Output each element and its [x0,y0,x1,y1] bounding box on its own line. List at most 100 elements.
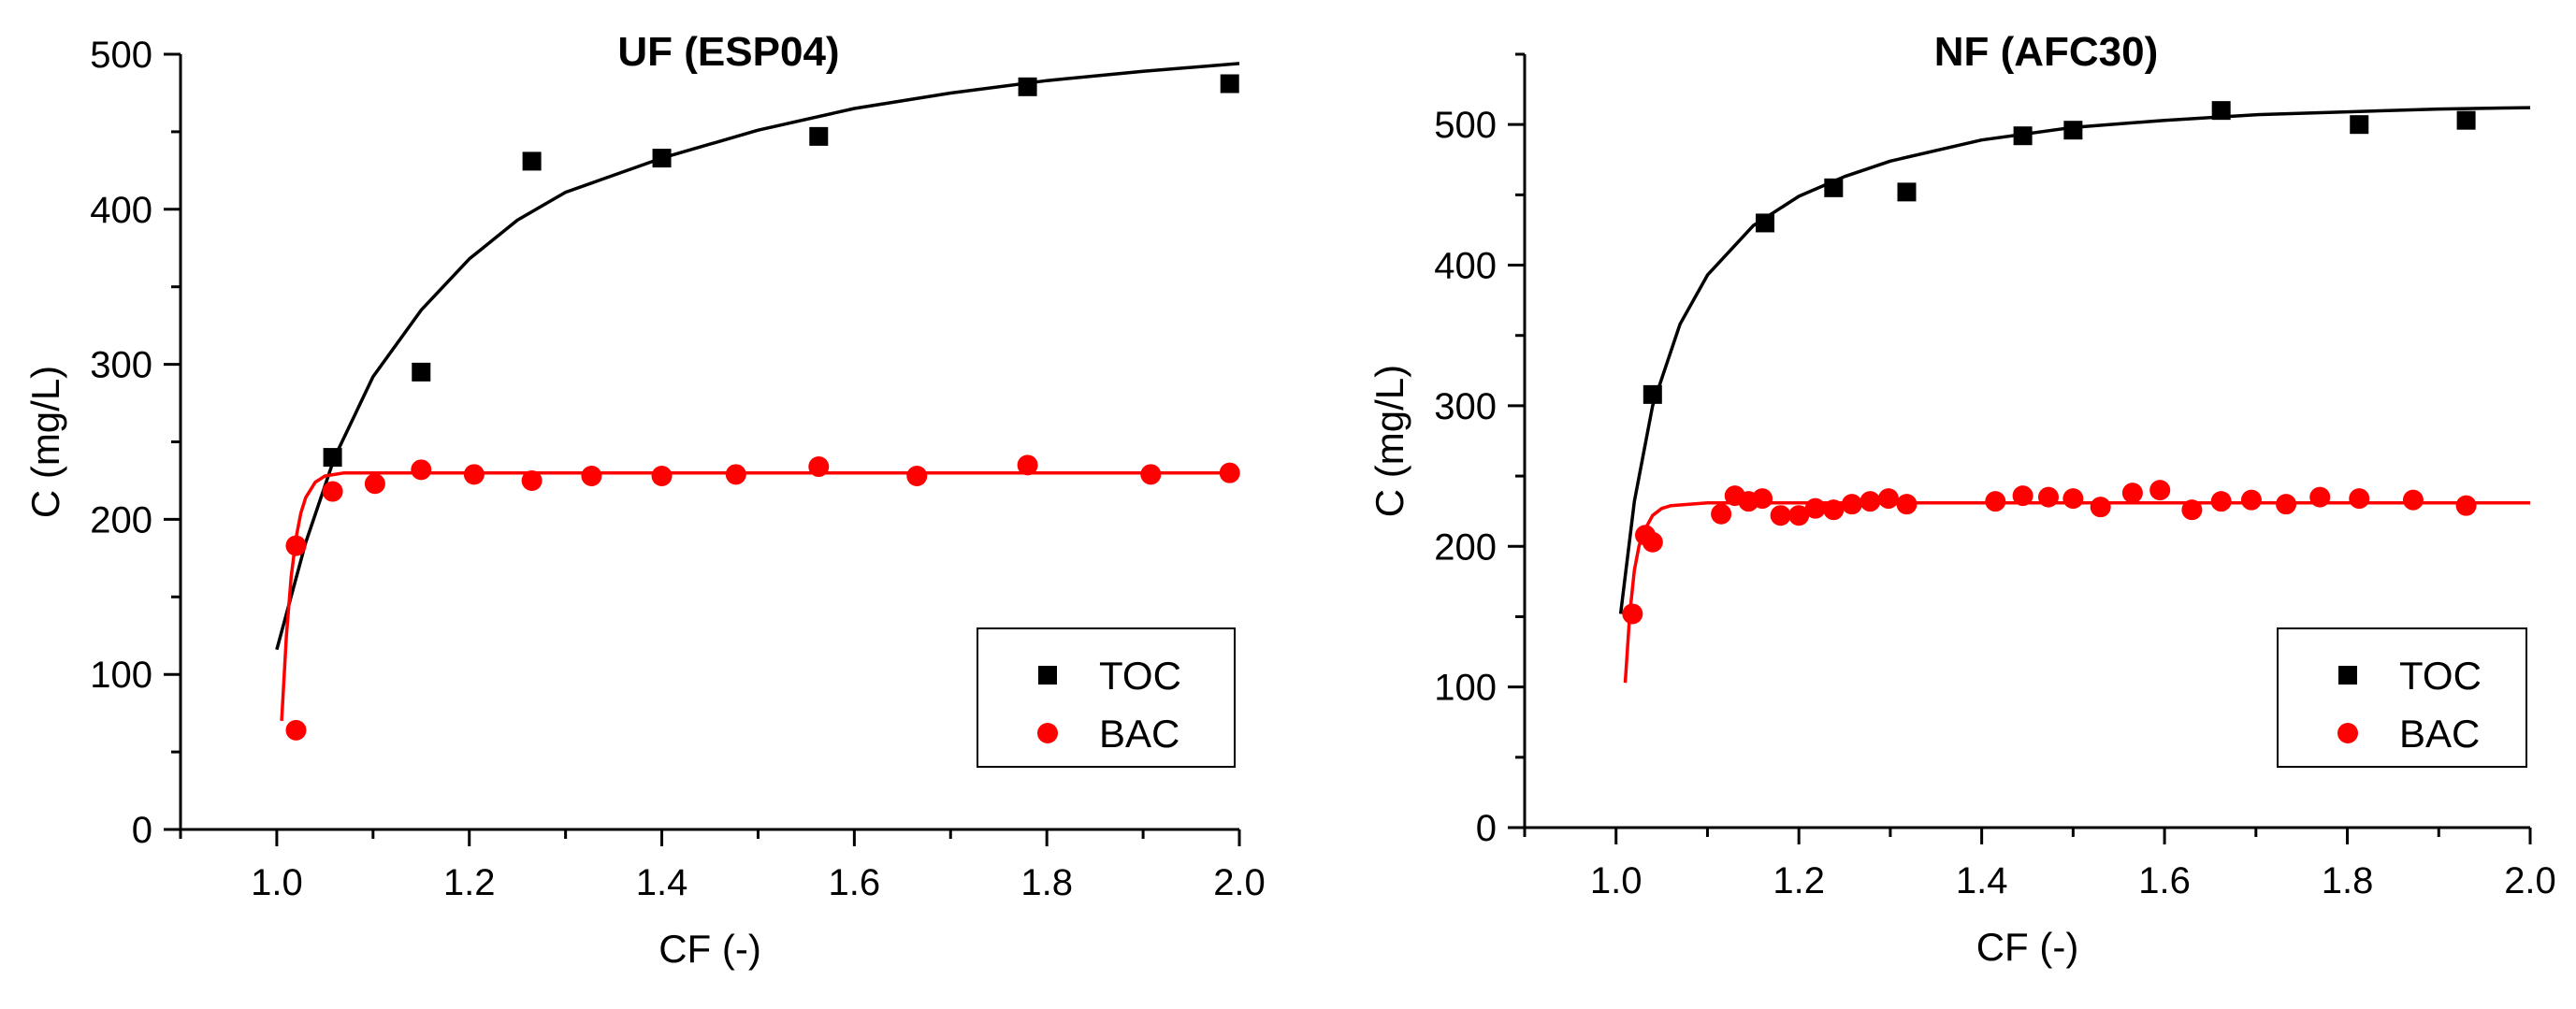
toc-point [412,362,431,382]
legend-marker-toc [1038,666,1057,685]
x-tick-label: 2.0 [2504,860,2556,901]
x-tick-label: 1.8 [1020,862,1073,903]
bac-point [1642,531,1663,553]
y-tick-label: 400 [1434,246,1497,287]
bac-point [651,465,673,486]
x-tick-label: 1.6 [2138,860,2191,901]
x-tick-label: 2.0 [1213,862,1266,903]
legend-label-bac: BAC [2399,712,2480,756]
y-tick-label: 100 [90,655,152,696]
bac-point [2210,491,2232,512]
bac-point [1804,497,1826,519]
legend-box [2277,627,2527,768]
toc-point [809,126,829,146]
y-axis-label: C (mg/L) [23,366,67,518]
bac-point [322,481,343,502]
bac-point [2149,480,2171,501]
toc-point [1756,213,1775,233]
bac-point [463,464,485,485]
x-tick-label: 1.0 [1590,860,1643,901]
bac-point [2276,494,2297,515]
legend-label-toc: TOC [2399,654,2482,698]
bac-point [1017,454,1038,476]
y-tick-label: 100 [1434,668,1497,709]
legend-label-bac: BAC [1099,712,1179,756]
y-axis-label: C (mg/L) [1368,365,1411,517]
toc-point [2350,115,2369,135]
toc-point [652,149,672,168]
legend-box [977,627,1236,768]
chart-title: UF (ESP04) [617,29,839,75]
bac-point [364,473,385,495]
bac-point [1622,603,1643,625]
bac-point [1841,494,1862,515]
x-axis-label: CF (-) [658,927,761,971]
toc-point [2063,121,2083,140]
chart-title: NF (AFC30) [1934,29,2159,75]
bac-point [1770,505,1791,526]
bac-point [285,535,307,556]
bac-point [1860,491,1881,512]
bac-point [285,719,307,741]
y-tick-label: 0 [1476,808,1497,849]
y-tick-label: 500 [90,35,152,76]
toc-point [1220,74,1239,94]
bac-point [1823,499,1845,521]
bac-point [2349,488,2370,510]
bac-point [2121,483,2143,504]
toc-point [1824,178,1844,197]
toc-point [2211,101,2231,121]
bac-point [1711,503,1732,525]
toc-fit-curve [275,62,1240,651]
toc-point [1018,77,1037,96]
y-tick-label: 0 [132,810,152,851]
y-tick-label: 300 [90,345,152,386]
toc-fit-curve [1618,106,2531,614]
bac-point [1788,505,1810,526]
bac-point [1985,491,2006,512]
bac-point [1752,488,1773,510]
y-tick-label: 500 [1434,105,1497,146]
toc-point [2456,110,2476,130]
bac-point [808,456,830,478]
bac-point [1896,494,1918,515]
bac-point [581,465,602,486]
legend-marker-bac [2337,723,2358,743]
bac-point [725,464,746,485]
bac-point [2012,485,2033,507]
bac-point [2309,486,2331,508]
y-tick-label: 200 [90,499,152,541]
chart-uf-esp04: 1.0 1.2 1.4 1.6 1.8 2.0 0 100 200 300 400 500 CF (-)… [23,29,1266,971]
x-tick-label: 1.2 [443,862,496,903]
y-tick-label: 200 [1434,526,1497,568]
toc-point [323,448,342,468]
bac-point [2090,497,2111,518]
bac-point [1140,464,1162,485]
chart-nf-afc30: 1.0 1.2 1.4 1.6 1.8 2.0 0 100 200 300 400 500 CF (-)… [1368,29,2556,969]
bac-point [2062,488,2084,510]
bac-point [2402,489,2424,511]
y-tick-label: 400 [90,190,152,231]
x-tick-label: 1.0 [251,862,303,903]
bac-point [1219,462,1240,483]
x-tick-label: 1.4 [1956,860,2008,901]
bac-point [521,469,543,491]
legend-label-toc: TOC [1099,654,1181,698]
x-tick-label: 1.6 [829,862,881,903]
x-tick-label: 1.8 [2322,860,2374,901]
toc-point [1643,384,1662,404]
x-tick-label: 1.4 [636,862,688,903]
toc-point [1897,182,1917,202]
bac-point [411,459,432,481]
legend-marker-bac [1037,723,1058,743]
x-axis-label: CF (-) [1976,925,2079,969]
bac-point [2037,486,2059,508]
legend-marker-toc [2338,666,2357,685]
bac-point [906,465,928,486]
bac-point [1877,488,1899,510]
toc-point [2013,126,2033,146]
bac-point [2181,499,2203,521]
y-tick-label: 300 [1434,386,1497,427]
